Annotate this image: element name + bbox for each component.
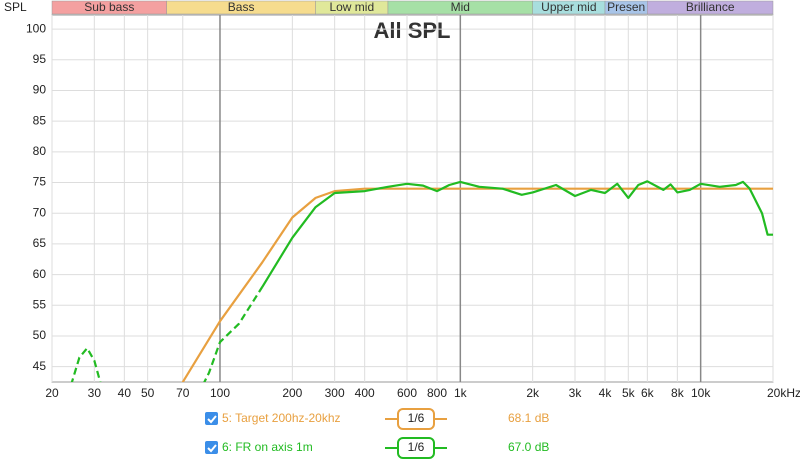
x-tick-label: 5k bbox=[622, 386, 636, 400]
series-line bbox=[181, 187, 773, 382]
series-group bbox=[70, 180, 773, 382]
x-tick-label: 1k bbox=[454, 386, 468, 400]
legend-label: 6: FR on axis 1m bbox=[222, 440, 313, 454]
x-tick-label: 70 bbox=[176, 386, 190, 400]
x-tick-label: 30 bbox=[88, 386, 102, 400]
legend-level: 68.1 dB bbox=[508, 411, 549, 425]
x-tick-label: 600 bbox=[397, 386, 417, 400]
band-label: Upper mid bbox=[541, 0, 596, 14]
band-label: Brilliance bbox=[686, 0, 735, 14]
y-tick-label: 45 bbox=[33, 359, 47, 373]
x-tick-label: 50 bbox=[141, 386, 155, 400]
x-tick-label: 200 bbox=[282, 386, 302, 400]
x-tick-label: 100 bbox=[210, 386, 230, 400]
y-tick-label: 75 bbox=[33, 175, 47, 189]
checkmark bbox=[207, 415, 217, 424]
x-tick-label: 3k bbox=[569, 386, 583, 400]
y-tick-label: 85 bbox=[33, 113, 47, 127]
legend-level: 67.0 dB bbox=[508, 440, 549, 454]
y-tick-label: 60 bbox=[33, 267, 47, 281]
band-label: Presen bbox=[607, 0, 645, 14]
smoothing-box[interactable] bbox=[397, 437, 435, 459]
smoothing-label: 1/6 bbox=[408, 411, 425, 425]
x-tick-label: 8k bbox=[671, 386, 685, 400]
y-tick-label: 100 bbox=[26, 21, 46, 35]
band-label: Bass bbox=[228, 0, 255, 14]
y-tick-label: 80 bbox=[33, 144, 47, 158]
x-tick-label: 800 bbox=[427, 386, 447, 400]
legend-checkbox[interactable] bbox=[205, 412, 218, 425]
x-tick-label: 40 bbox=[118, 386, 132, 400]
x-tick-label: 20 bbox=[45, 386, 59, 400]
x-tick-label: 2k bbox=[526, 386, 540, 400]
x-tick-label: 300 bbox=[325, 386, 345, 400]
band bbox=[647, 0, 774, 15]
series-line-dashed bbox=[70, 286, 264, 382]
checkmark bbox=[207, 444, 217, 453]
smoothing-box[interactable] bbox=[397, 408, 435, 430]
y-tick-label: 65 bbox=[33, 236, 47, 250]
y-tick-label: 70 bbox=[33, 205, 47, 219]
x-tick-label: 20kHz bbox=[767, 386, 800, 400]
x-tick-label: 4k bbox=[599, 386, 613, 400]
series-line bbox=[261, 180, 773, 288]
band-label: Sub bass bbox=[84, 0, 134, 14]
legend-label: 5: Target 200hz-20khz bbox=[222, 411, 341, 425]
plot-area bbox=[51, 14, 774, 383]
y-tick-label: 55 bbox=[33, 297, 47, 311]
y-axis-label: SPL bbox=[4, 0, 27, 14]
band-label: Low mid bbox=[329, 0, 374, 14]
x-tick-label: 400 bbox=[355, 386, 375, 400]
x-tick-label: 6k bbox=[641, 386, 655, 400]
smoothing-label: 1/6 bbox=[408, 440, 425, 454]
chart-title: All SPL bbox=[373, 18, 450, 43]
x-tick-label: 10k bbox=[691, 386, 711, 400]
legend-checkbox[interactable] bbox=[205, 441, 218, 454]
y-tick-label: 50 bbox=[33, 328, 47, 342]
y-tick-label: 95 bbox=[33, 52, 47, 66]
y-tick-label: 90 bbox=[33, 83, 47, 97]
band-label: Mid bbox=[451, 0, 470, 14]
